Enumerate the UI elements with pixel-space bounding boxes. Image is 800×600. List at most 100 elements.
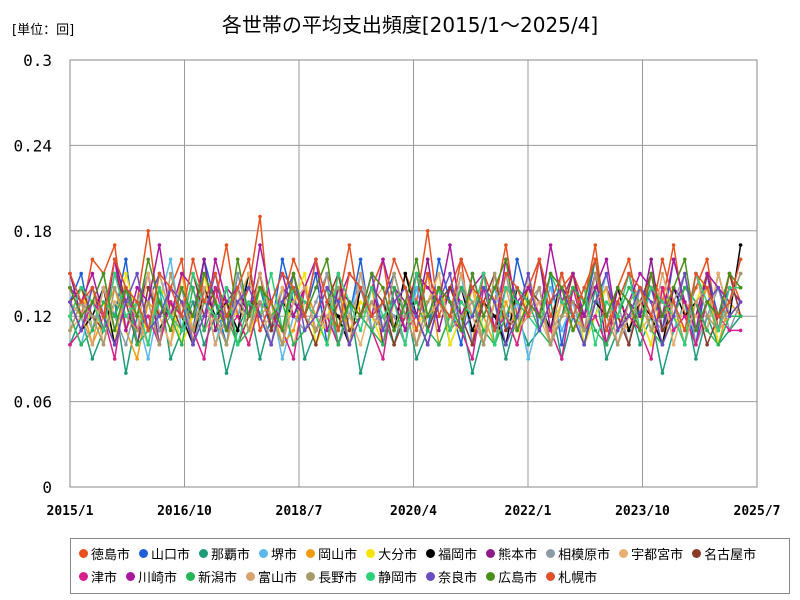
- data-point: [247, 300, 251, 304]
- data-point: [124, 285, 128, 290]
- data-point: [649, 328, 653, 333]
- data-point: [481, 271, 486, 276]
- data-point: [358, 371, 363, 375]
- data-point: [336, 314, 341, 319]
- data-point: [671, 285, 676, 290]
- data-point: [191, 314, 195, 319]
- data-point: [683, 328, 687, 333]
- data-point: [358, 257, 363, 262]
- data-point: [414, 285, 419, 290]
- data-point: [258, 357, 262, 361]
- data-point: [314, 314, 318, 319]
- data-point: [660, 371, 665, 375]
- data-point: [358, 271, 363, 276]
- data-point: [448, 285, 452, 290]
- data-point: [202, 271, 206, 276]
- data-point: [224, 243, 229, 247]
- data-point: [437, 271, 441, 276]
- data-point: [694, 357, 698, 361]
- data-point: [202, 300, 206, 304]
- data-point: [101, 342, 106, 347]
- data-point: [459, 285, 464, 290]
- data-point: [571, 314, 575, 319]
- data-point: [112, 357, 117, 361]
- x-tick-label: 2020/4: [390, 504, 437, 519]
- data-point: [727, 328, 732, 333]
- data-point: [101, 285, 106, 290]
- data-point: [112, 257, 117, 262]
- data-point: [571, 300, 575, 304]
- data-point: [671, 342, 676, 347]
- data-point: [627, 257, 631, 262]
- data-point: [180, 328, 184, 333]
- data-point: [593, 328, 598, 333]
- data-point: [593, 314, 598, 319]
- data-point: [515, 328, 519, 333]
- data-point: [403, 300, 408, 304]
- data-point: [325, 285, 329, 290]
- data-point: [526, 285, 531, 290]
- legend-item: 富山市: [246, 565, 297, 588]
- series-20: [68, 257, 743, 333]
- data-point: [481, 328, 486, 333]
- data-point: [727, 285, 732, 290]
- data-point: [157, 314, 162, 319]
- data-point: [90, 300, 95, 304]
- data-point: [90, 342, 95, 347]
- data-point: [582, 300, 586, 304]
- data-point: [90, 257, 95, 262]
- data-point: [537, 257, 542, 262]
- data-point: [414, 300, 419, 304]
- data-point: [638, 314, 642, 319]
- data-point: [671, 328, 676, 333]
- data-point: [135, 328, 139, 333]
- data-point: [470, 271, 475, 276]
- data-point: [146, 357, 150, 361]
- data-point: [425, 271, 430, 276]
- unit-label: [単位：回]: [12, 22, 74, 38]
- legend-swatch: [486, 549, 496, 558]
- data-point: [459, 314, 464, 319]
- data-point: [627, 300, 631, 304]
- data-point: [325, 328, 329, 333]
- data-point: [370, 271, 374, 276]
- data-point: [213, 271, 218, 276]
- data-point: [448, 300, 452, 304]
- data-point: [459, 328, 464, 333]
- data-point: [68, 300, 72, 304]
- data-point: [202, 342, 206, 347]
- data-point: [235, 342, 240, 347]
- data-point: [548, 342, 553, 347]
- data-point: [101, 300, 106, 304]
- data-point: [135, 300, 139, 304]
- data-point: [392, 285, 396, 290]
- data-point: [649, 271, 653, 276]
- legend-label: 広島市: [498, 571, 538, 586]
- legend-label: 大分市: [378, 548, 418, 563]
- data-point: [392, 328, 396, 333]
- data-point: [191, 271, 195, 276]
- data-point: [381, 314, 385, 319]
- data-point: [280, 328, 285, 333]
- data-point: [314, 285, 318, 290]
- legend-swatch: [126, 572, 136, 581]
- data-point: [705, 285, 709, 290]
- data-point: [515, 300, 519, 304]
- data-point: [314, 342, 318, 347]
- y-tick-label: 0: [42, 478, 52, 497]
- data-point: [738, 271, 743, 276]
- data-point: [112, 271, 117, 276]
- data-point: [738, 257, 743, 262]
- data-point: [627, 342, 631, 347]
- data-point: [347, 342, 352, 347]
- data-point: [258, 271, 262, 276]
- data-point: [716, 328, 721, 333]
- data-point: [79, 300, 83, 304]
- data-point: [537, 300, 542, 304]
- y-tick-label: 0.06: [13, 393, 52, 412]
- data-point: [124, 300, 128, 304]
- legend-item: 堺市: [259, 542, 297, 565]
- legend-label: 岡山市: [318, 548, 358, 563]
- data-point: [660, 300, 665, 304]
- legend-swatch: [692, 549, 702, 558]
